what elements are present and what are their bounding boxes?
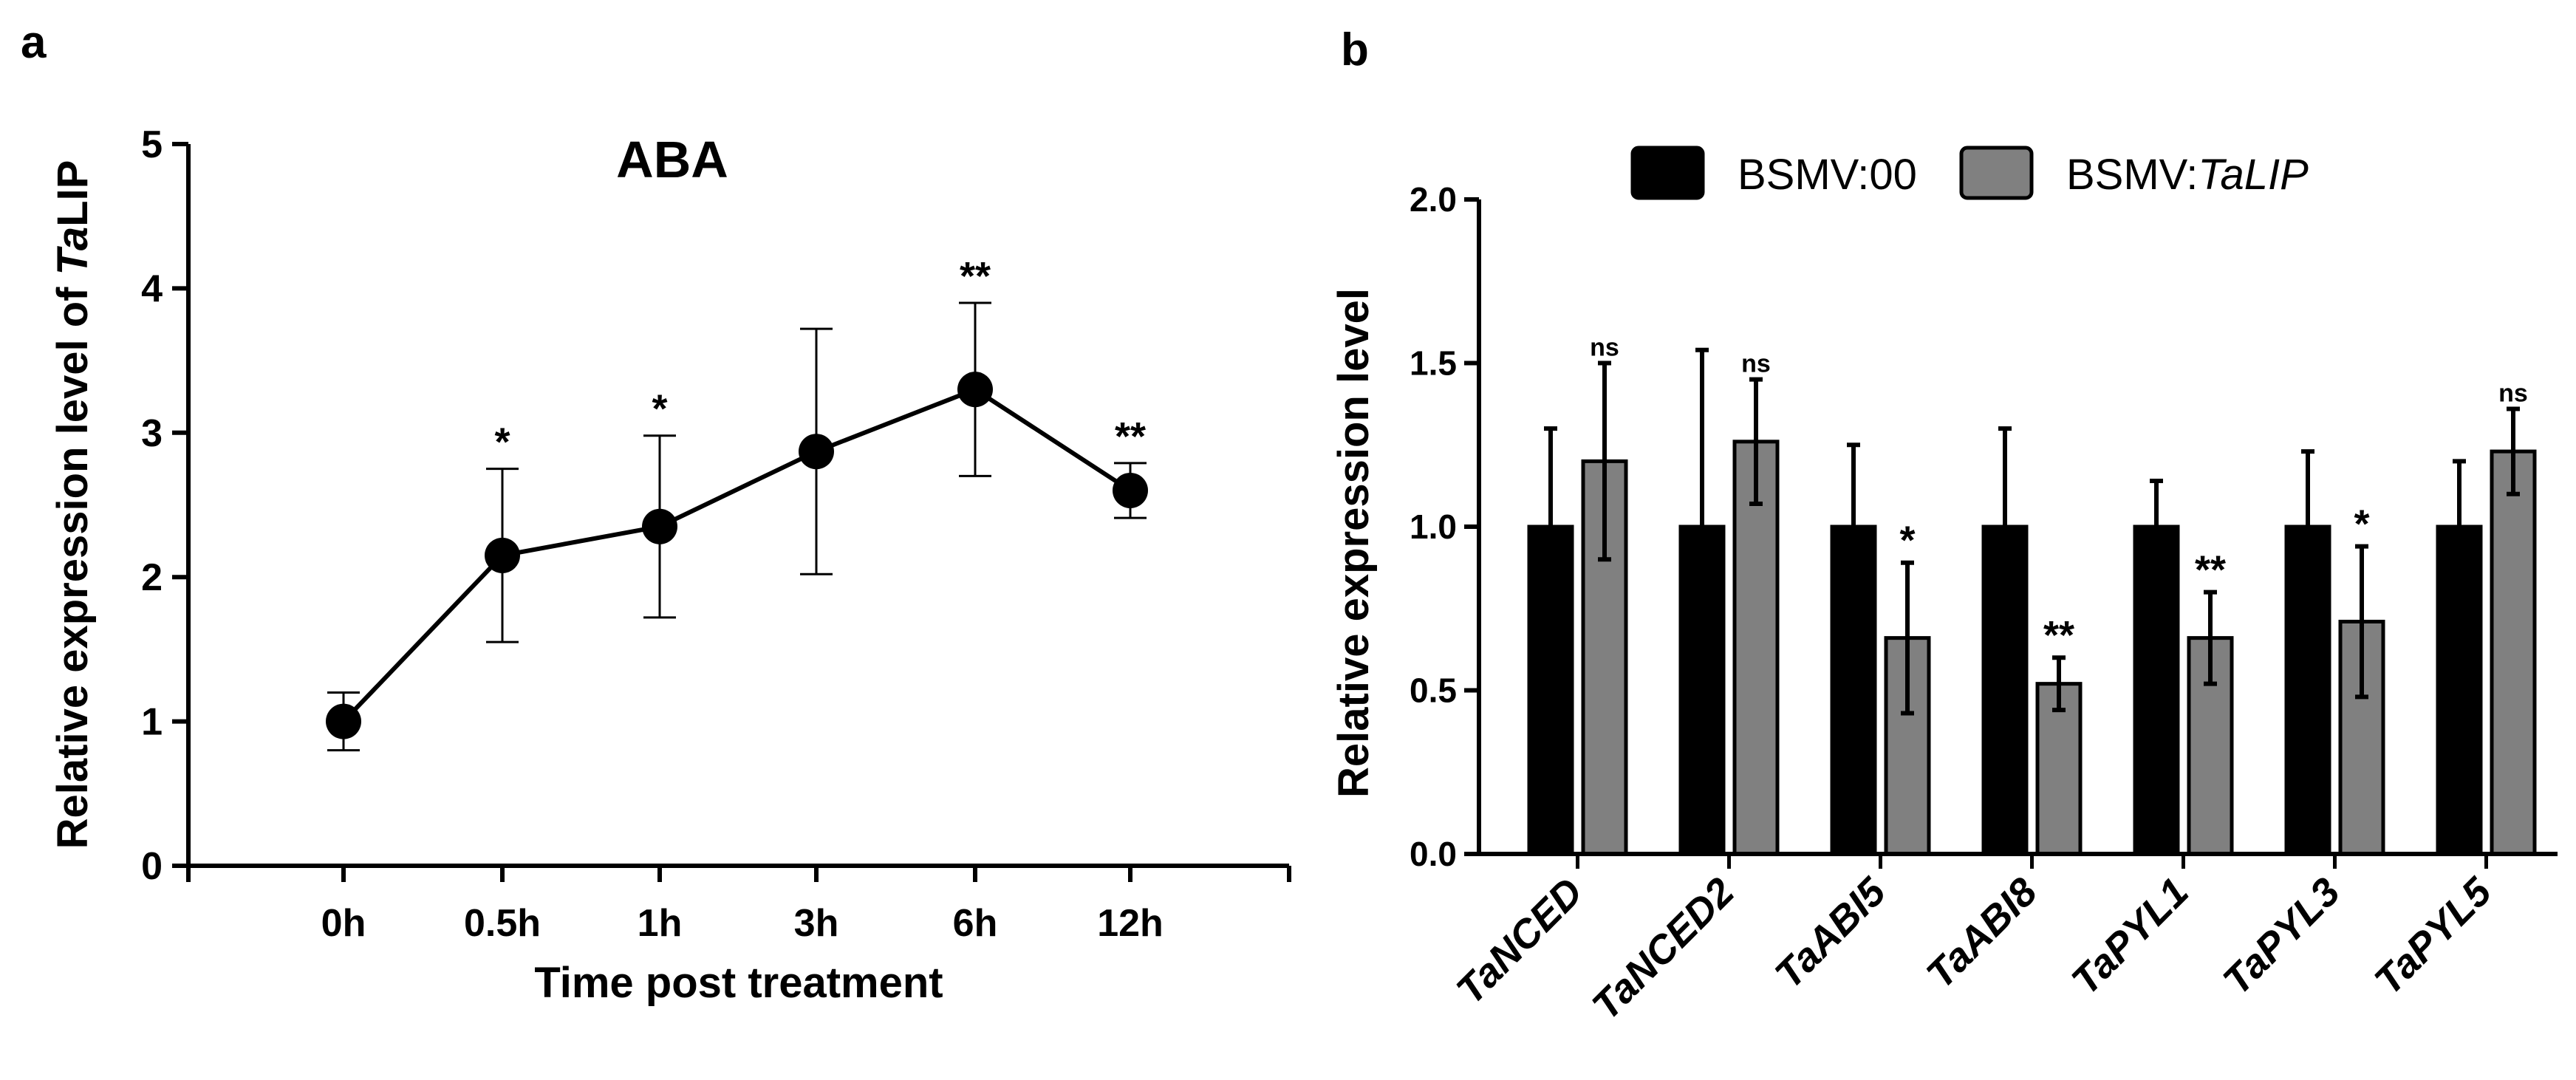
bar — [1527, 524, 1574, 856]
significance-label: * — [1899, 519, 1915, 563]
bar — [2490, 449, 2537, 856]
y-axis-title-prefix: Relative expression level of — [49, 275, 97, 849]
x-tick-label: TaPYL5 — [2366, 869, 2501, 1003]
y-tick-label: 5 — [141, 123, 163, 166]
x-tick-label: TaPYL3 — [2215, 869, 2348, 1003]
y-tick-label: 2 — [141, 556, 163, 599]
significance-label: * — [494, 420, 510, 465]
bar — [2284, 524, 2331, 856]
significance-label: ** — [2043, 613, 2074, 657]
x-tick-label: 12h — [1097, 902, 1164, 945]
data-point — [485, 537, 520, 573]
y-tick-label: 0.0 — [1410, 835, 1457, 873]
y-axis-title: Relative expression level — [1330, 288, 1378, 798]
legend-label-main: BSMV: — [2066, 151, 2198, 199]
significance-label: * — [2354, 502, 2369, 547]
x-tick-label: 1h — [638, 902, 683, 945]
legend-label: BSMV:00 — [1738, 151, 1917, 199]
significance-label: * — [652, 387, 667, 431]
chart-title: ABA — [616, 131, 728, 188]
y-tick-label: 4 — [141, 267, 163, 310]
x-axis-title: Time post treatment — [534, 959, 943, 1007]
significance-label: ns — [1741, 350, 1771, 378]
x-tick-label: TaNCED2 — [1584, 869, 1743, 1028]
legend-swatch — [1959, 146, 2034, 200]
bar — [1981, 524, 2029, 856]
y-tick-label: 1 — [141, 701, 163, 744]
x-tick-label: TaNCED — [1448, 869, 1591, 1013]
y-axis-title: Relative expression level of TaLIP — [49, 160, 97, 850]
data-point — [642, 508, 677, 544]
legend-label: BSMV:TaLIP — [2066, 151, 2309, 199]
x-tick-label: TaPYL1 — [2063, 869, 2197, 1003]
x-tick-label: 0h — [321, 902, 366, 945]
significance-label: ** — [1115, 414, 1146, 459]
y-tick-label: 1.0 — [1410, 507, 1457, 546]
data-point — [799, 434, 834, 470]
y-tick-label: 0 — [141, 845, 163, 888]
x-tick-label: TaABI5 — [1766, 869, 1894, 997]
significance-label: ** — [2195, 548, 2226, 592]
legend-label-main: BSMV:00 — [1738, 151, 1917, 199]
data-point — [1113, 472, 1148, 508]
x-tick-label: 0.5h — [464, 902, 541, 945]
bar — [1678, 524, 1726, 856]
panel-b: b ns TaNCED ns TaNCED2 * TaABI5 ** TaABI8 ** TaPY… — [1330, 24, 2558, 1028]
y-tick-label: 3 — [141, 412, 163, 455]
y-axis-title-gene: LIP — [49, 160, 97, 227]
legend-swatch — [1630, 146, 1705, 200]
data-point — [326, 703, 361, 739]
x-tick-label: 6h — [953, 902, 998, 945]
data-point — [957, 372, 993, 408]
y-axis-title-gene-italic: Ta — [49, 227, 97, 276]
y-tick-label: 1.5 — [1410, 344, 1457, 383]
bar — [2436, 524, 2483, 856]
series-line — [341, 386, 1132, 723]
legend-label-italic: TaLIP — [2198, 151, 2309, 199]
bar — [2133, 524, 2180, 856]
y-tick-label: 0.5 — [1410, 671, 1457, 710]
panel-b-letter: b — [1341, 24, 1369, 75]
x-tick-label: 3h — [794, 902, 839, 945]
x-tick-label: TaABI8 — [1918, 869, 2046, 997]
panel-a-letter: a — [21, 17, 47, 68]
significance-label: ns — [2498, 380, 2528, 408]
bar — [1830, 524, 1877, 856]
y-tick-label: 2.0 — [1410, 180, 1457, 219]
significance-label: ** — [960, 254, 991, 298]
significance-label: ns — [1590, 334, 1619, 362]
